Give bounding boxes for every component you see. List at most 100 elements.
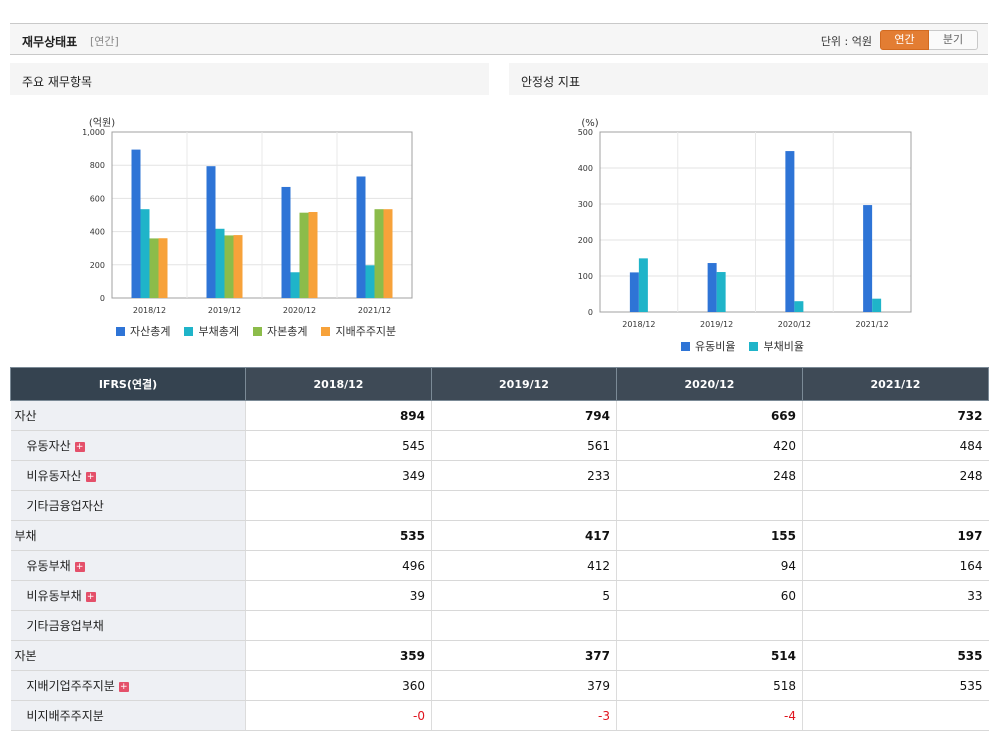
bar <box>215 228 225 298</box>
value-cell: 233 <box>431 460 617 491</box>
stability-panel: 안정성 지표 (%) 0 100 200 300 400 500 2018/12 2019/12… <box>509 63 988 365</box>
row-label-text: 자본 <box>14 649 37 663</box>
value-cell: 379 <box>431 670 617 701</box>
bar <box>785 151 795 312</box>
annual-toggle-button[interactable]: 연간 <box>880 30 929 50</box>
table-row: 비지배주주지분 -0 -3 -4 <box>10 700 989 731</box>
legend-swatch <box>681 341 690 351</box>
value-cell <box>245 490 432 521</box>
row-label: 비지배주주지분 <box>10 700 246 731</box>
bar <box>140 209 150 298</box>
table-row: 지배기업주주지분 +360 379 518 535 <box>10 670 989 701</box>
bar <box>707 263 717 312</box>
bar <box>299 212 309 298</box>
bar <box>206 166 216 298</box>
panel-title: 안정성 지표 <box>509 63 988 95</box>
legend-item: 자산총계 <box>116 324 170 338</box>
x-tick-label: 2018/12 <box>133 306 166 315</box>
value-cell <box>245 610 432 641</box>
y-tick-label: 200 <box>578 236 593 245</box>
header-cell: 2021/12 <box>802 367 989 401</box>
header-cell: 2019/12 <box>431 367 617 401</box>
x-tick-label: 2019/12 <box>208 306 241 315</box>
table-row: 자산 894 794 669 732 <box>10 400 989 431</box>
y-tick-label: 0 <box>588 308 593 317</box>
y-tick-label: 0 <box>100 294 105 303</box>
bar <box>863 205 873 312</box>
legend-item: 유동비율 <box>681 339 735 353</box>
value-cell: 248 <box>802 460 989 491</box>
axis-unit-label: (%) <box>581 118 598 129</box>
value-cell: 349 <box>245 460 432 491</box>
legend-item: 부채총계 <box>184 324 239 338</box>
quarterly-toggle-button[interactable]: 분기 <box>929 30 978 50</box>
legend-label: 자본총계 <box>266 325 308 338</box>
y-tick-label: 100 <box>578 272 593 281</box>
bar <box>233 235 243 298</box>
bar <box>131 149 141 298</box>
unit-label: 단위 : 억원 <box>820 35 872 48</box>
financial-table: IFRS(연결) 2018/12 2019/12 2020/12 2021/12… <box>10 367 989 731</box>
value-cell: -4 <box>616 700 803 731</box>
row-label-text: 기타금융업자산 <box>26 499 104 513</box>
period-toggle: 연간 분기 <box>880 30 978 50</box>
value-cell: 248 <box>616 460 803 491</box>
value-cell: 164 <box>802 550 989 581</box>
row-label-text: 부채 <box>14 529 37 543</box>
table-row: 비유동부채 +39 5 60 33 <box>10 580 989 611</box>
row-label: 부채 <box>10 520 246 551</box>
expand-plus-icon[interactable]: + <box>74 442 85 452</box>
value-cell: 5 <box>431 580 617 611</box>
value-cell: 420 <box>616 430 803 461</box>
expand-plus-icon[interactable]: + <box>74 562 85 572</box>
bar <box>383 209 393 298</box>
row-label: 기타금융업자산 <box>10 490 246 521</box>
bar <box>374 209 384 298</box>
value-cell: 197 <box>802 520 989 551</box>
value-cell <box>431 490 617 521</box>
row-label: 자산 <box>10 400 246 431</box>
legend-label: 자산총계 <box>130 325 171 338</box>
table-row: 유동부채 +496 412 94 164 <box>10 550 989 581</box>
legend-label: 지배주주지분 <box>335 325 397 338</box>
value-cell: 535 <box>802 670 989 701</box>
legend-item: 자본총계 <box>252 324 308 338</box>
bar <box>365 265 375 298</box>
expand-plus-icon[interactable]: + <box>118 682 129 692</box>
legend-item: 부채비율 <box>749 339 804 353</box>
row-label[interactable]: 비유동부채 + <box>10 580 246 611</box>
value-cell: 39 <box>245 580 432 611</box>
value-cell: -0 <box>245 700 432 731</box>
panel-title: 주요 재무항목 <box>10 63 489 95</box>
table-row: 기타금융업자산 <box>10 490 989 521</box>
legend-label: 유동비율 <box>695 340 736 353</box>
bar <box>872 298 882 312</box>
y-tick-label: 1,000 <box>82 128 105 137</box>
table-row: 기타금융업부채 <box>10 610 989 641</box>
value-cell: 360 <box>245 670 432 701</box>
expand-plus-icon[interactable]: + <box>85 592 96 602</box>
value-cell: 33 <box>802 580 989 611</box>
x-tick-label: 2020/12 <box>283 306 316 315</box>
value-cell: 794 <box>431 400 617 431</box>
bar <box>290 272 300 298</box>
table-row: 유동자산 +545 561 420 484 <box>10 430 989 461</box>
row-label-text: 자산 <box>14 409 37 423</box>
bar <box>794 301 804 312</box>
row-label[interactable]: 비유동자산 + <box>10 460 246 491</box>
table-row: 자본 359 377 514 535 <box>10 640 989 671</box>
legend-swatch <box>184 326 194 336</box>
row-label[interactable]: 유동자산 + <box>10 430 246 461</box>
expand-plus-icon[interactable]: + <box>85 472 96 482</box>
bar <box>308 212 318 298</box>
y-tick-label: 500 <box>578 128 593 137</box>
legend-label: 부채총계 <box>198 325 239 338</box>
row-label-text: 비유동부채 <box>26 589 82 603</box>
value-cell: 94 <box>616 550 803 581</box>
row-label[interactable]: 지배기업주주지분 + <box>10 670 246 701</box>
legend-item: 지배주주지분 <box>321 324 396 338</box>
legend-swatch <box>321 326 331 336</box>
row-label[interactable]: 유동부채 + <box>10 550 246 581</box>
value-cell <box>431 610 617 641</box>
value-cell <box>616 490 803 521</box>
